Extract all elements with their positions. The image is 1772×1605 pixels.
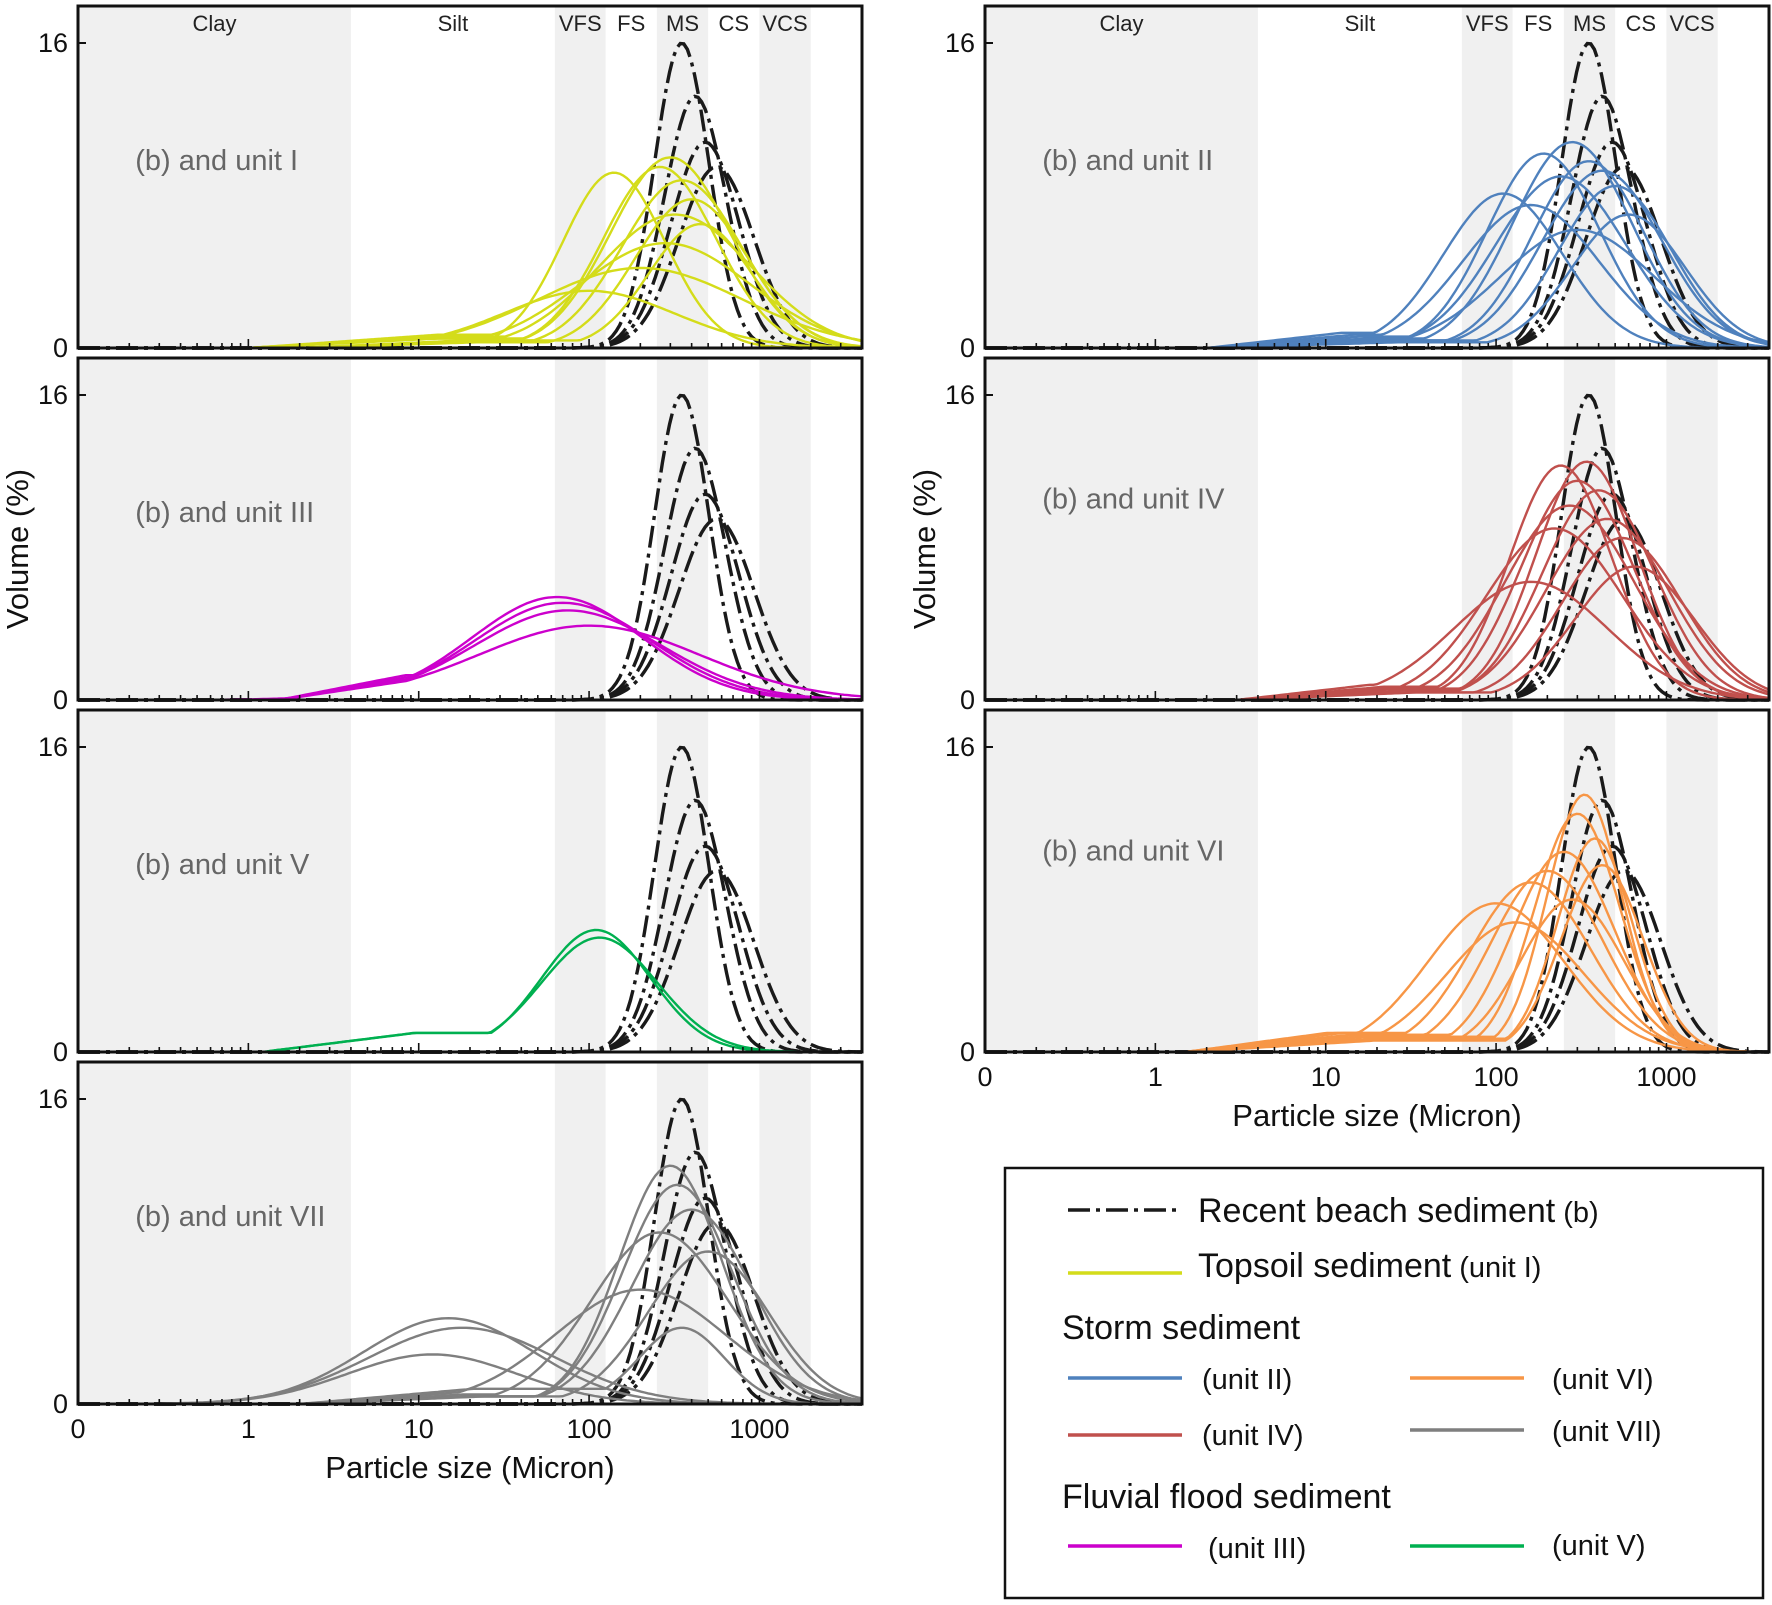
band-clay [985,6,1258,348]
class-label-vcs: VCS [1669,11,1714,36]
x-axis-title-unit-7: Particle size (Micron) [325,1450,614,1485]
class-label-cs: CS [719,11,750,36]
class-label-vfs: VFS [1466,11,1509,36]
chart-panel-unit-6: 0 16 (b) and unit VI 0 1 10 100 1000 Particle si… [945,708,1771,1133]
band-clay [985,358,1258,700]
y-tick-label-unit-4-0: 0 [960,685,975,715]
band-vfs [1461,710,1513,1052]
panel-label-unit-5: (b) and unit V [135,849,310,881]
x-tick-label-unit-7-3: 100 [567,1414,612,1444]
class-label-vfs: VFS [559,11,602,36]
y-tick-label-unit-7-1: 16 [38,1084,68,1114]
class-label-cs: CS [1626,11,1657,36]
x-tick-label-unit-7-4: 1000 [729,1414,789,1444]
y-axis-title-unit-3: Volume (%) [0,469,35,629]
legend-beach-label: Recent beach sediment (b) [1198,1192,1599,1230]
y-tick-label-unit-1-1: 16 [38,28,68,58]
class-label-silt: Silt [438,11,469,36]
y-tick-label-unit-2-1: 16 [945,28,975,58]
band-clay [985,710,1258,1052]
y-tick-label-unit-3-0: 0 [53,685,68,715]
class-label-ms: MS [1573,11,1606,36]
band-ms [656,710,709,1052]
legend-storm-label-unit-vi: (unit VI) [1552,1364,1654,1396]
panel-label-unit-6: (b) and unit VI [1042,835,1224,867]
band-ms [656,6,709,348]
chart-panel-unit-3: 0 16 (b) and unit III Volume (%) [0,356,864,715]
band-clay [78,710,351,1052]
band-vfs [1461,358,1513,700]
band-vfs [1461,6,1513,348]
panel-label-unit-1: (b) and unit I [135,145,298,177]
band-ms [1563,358,1616,700]
legend-frame [1003,1166,1765,1600]
band-clay [78,1062,351,1404]
legend-storm-heading: Storm sediment [1062,1309,1301,1347]
y-tick-label-unit-3-1: 16 [38,380,68,410]
band-ms [656,358,709,700]
y-tick-label-unit-5-0: 0 [53,1037,68,1067]
class-label-fs: FS [1524,11,1552,36]
x-tick-label-unit-6-0: 0 [977,1062,992,1092]
y-axis-title-unit-4: Volume (%) [907,469,942,629]
x-tick-label-unit-6-4: 1000 [1636,1062,1696,1092]
panel-label-unit-3: (b) and unit III [135,497,314,529]
chart-panel-unit-5: 0 16 (b) and unit V [38,708,864,1067]
y-tick-label-unit-4-1: 16 [945,380,975,410]
band-vcs [759,710,811,1052]
legend-storm-label-unit-iv: (unit IV) [1202,1420,1304,1452]
class-label-fs: FS [617,11,645,36]
x-axis-title-unit-6: Particle size (Micron) [1232,1098,1521,1133]
class-label-vcs: VCS [762,11,807,36]
chart-panel-unit-7: 0 16 (b) and unit VII 0 1 10 100 1000 Particle s… [38,1060,864,1485]
class-label-clay: Clay [192,11,236,36]
band-vfs [554,710,606,1052]
legend-storm-label-unit-vii: (unit VII) [1552,1416,1662,1448]
y-tick-label-unit-6-0: 0 [960,1037,975,1067]
chart-panel-unit-4: 0 16 (b) and unit IV Volume (%) [907,356,1771,715]
x-tick-label-unit-6-1: 1 [1148,1062,1163,1092]
panel-label-unit-2: (b) and unit II [1042,145,1213,177]
class-label-ms: MS [666,11,699,36]
x-tick-label-unit-6-2: 10 [1311,1062,1341,1092]
band-clay [78,6,351,348]
panel-label-unit-4: (b) and unit IV [1042,483,1225,515]
chart-panel-unit-2: Clay Silt VFS FS MS CS VCS 0 16 (b) and unit II [945,4,1771,363]
x-tick-label-unit-6-3: 100 [1474,1062,1519,1092]
y-tick-label-unit-6-1: 16 [945,732,975,762]
legend-topsoil-label: Topsoil sediment (unit I) [1198,1247,1541,1285]
class-label-silt: Silt [1345,11,1376,36]
legend-fluvial-label-unit-iii: (unit III) [1208,1533,1306,1565]
band-vcs [1666,710,1718,1052]
x-tick-label-unit-7-1: 1 [241,1414,256,1444]
band-vcs [1666,6,1718,348]
band-vcs [759,358,811,700]
panel-label-unit-7: (b) and unit VII [135,1201,325,1233]
y-tick-label-unit-7-0: 0 [53,1389,68,1419]
band-clay [78,358,351,700]
legend-storm-label-unit-ii: (unit II) [1202,1364,1292,1396]
y-tick-label-unit-1-0: 0 [53,333,68,363]
chart-panel-unit-1: Clay Silt VFS FS MS CS VCS 0 16 (b) and unit I [38,4,864,363]
y-tick-label-unit-5-1: 16 [38,732,68,762]
y-tick-label-unit-2-0: 0 [960,333,975,363]
x-tick-label-unit-7-2: 10 [404,1414,434,1444]
legend-fluvial-label-unit-v: (unit V) [1552,1530,1645,1562]
legend-fluvial-heading: Fluvial flood sediment [1062,1478,1391,1516]
class-label-clay: Clay [1099,11,1143,36]
legend: Recent beach sediment (b) Topsoil sedimen… [1003,1166,1765,1600]
band-vfs [554,358,606,700]
x-tick-label-unit-7-0: 0 [70,1414,85,1444]
